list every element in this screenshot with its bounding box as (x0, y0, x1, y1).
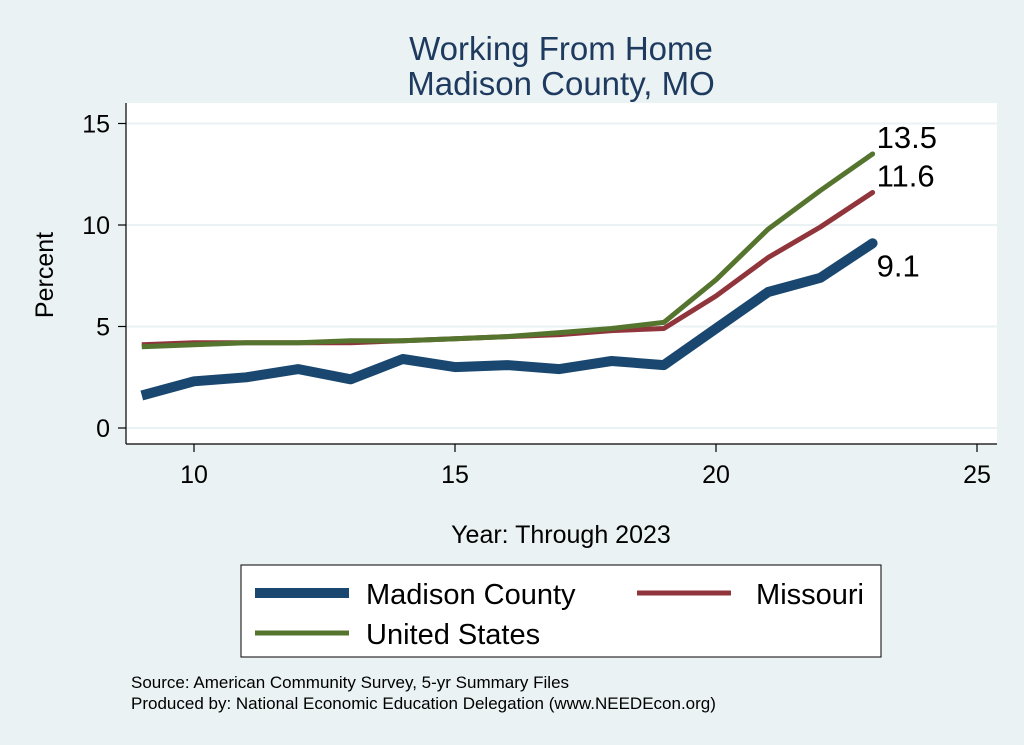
x-axis-title: Year: Through 2023 (451, 521, 671, 549)
y-gridlines (126, 122, 997, 429)
y-axis-title: Percent (31, 232, 59, 318)
series-endpoint-missouri (870, 190, 876, 196)
end-labels: 9.1 11.6 13.5 (877, 120, 937, 283)
producer-note: Produced by: National Economic Education… (131, 694, 716, 713)
x-tick-label-25: 25 (963, 461, 991, 489)
legend-label-madison-county: Madison County (366, 579, 576, 611)
legend-box (240, 564, 882, 658)
y-tick-label-0: 0 (96, 415, 110, 443)
x-tick-label-20: 20 (702, 461, 730, 489)
series-endpoint-united-states (870, 151, 876, 157)
plot-area (126, 103, 997, 444)
series-line-united-states (141, 151, 875, 350)
y-tick-label-10: 10 (82, 212, 110, 240)
series-line-madison-county (140, 239, 876, 401)
legend-label-united-states: United States (366, 619, 540, 651)
chart-subtitle: Madison County, MO (407, 65, 715, 102)
y-tick-label-5: 5 (96, 314, 110, 342)
y-tick-label-15: 15 (82, 111, 110, 139)
axes: 0 5 10 15 10 15 20 25 (82, 103, 997, 489)
x-tick-label-15: 15 (441, 461, 469, 489)
end-label-missouri: 11.6 (877, 159, 935, 194)
legend-label-missouri: Missouri (756, 579, 864, 611)
x-tick-label-10: 10 (180, 461, 208, 489)
series-endpoint-madison-county (867, 238, 878, 249)
source-note: Source: American Community Survey, 5-yr … (131, 673, 569, 692)
legend: Madison County Missouri United States (240, 564, 882, 658)
chart-title: Working From Home (409, 30, 713, 67)
end-label-madison-county: 9.1 (877, 248, 920, 283)
end-label-united-states: 13.5 (877, 120, 937, 155)
series-lines (140, 151, 878, 401)
